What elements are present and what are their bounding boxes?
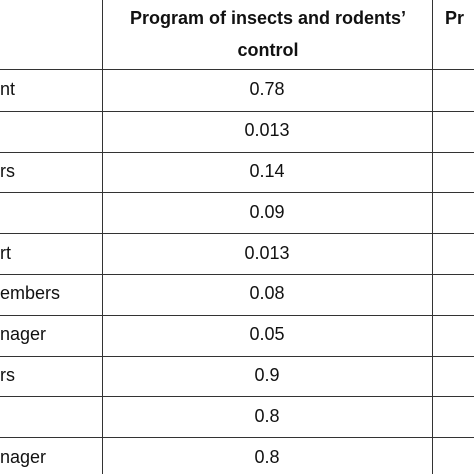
column-divider — [102, 0, 103, 474]
row-label: rs — [0, 161, 15, 181]
cell-value: 0.08 — [249, 283, 285, 304]
row-divider — [0, 315, 474, 316]
column-header: Pr — [445, 8, 465, 28]
row-divider — [0, 274, 474, 275]
cell-value: 0.8 — [254, 405, 280, 426]
row-divider — [0, 111, 474, 112]
cell-value: 0.09 — [249, 201, 285, 222]
row-label: embers — [0, 283, 61, 304]
row-label: nager — [0, 446, 47, 467]
row-divider — [0, 437, 474, 438]
row-divider — [0, 233, 474, 234]
header-divider — [0, 69, 474, 70]
column-header: Program of insects and rodents’ control — [129, 8, 407, 60]
row-label: rt — [0, 242, 11, 263]
cell-value: 0.013 — [244, 120, 290, 141]
cell-value: 0.9 — [254, 365, 280, 385]
row-divider — [0, 152, 474, 153]
column-divider — [432, 0, 433, 474]
row-divider — [0, 356, 474, 357]
row-label: nager — [0, 324, 47, 345]
row-label: rs — [0, 365, 15, 385]
cell-value: 0.05 — [249, 324, 285, 345]
cell-value: 0.78 — [249, 79, 285, 100]
cell-value: 0.013 — [244, 242, 290, 263]
row-divider — [0, 192, 474, 193]
cell-value: 0.14 — [249, 161, 285, 181]
cell-value: 0.8 — [254, 446, 280, 467]
row-label: nt — [0, 79, 16, 100]
row-divider — [0, 396, 474, 397]
